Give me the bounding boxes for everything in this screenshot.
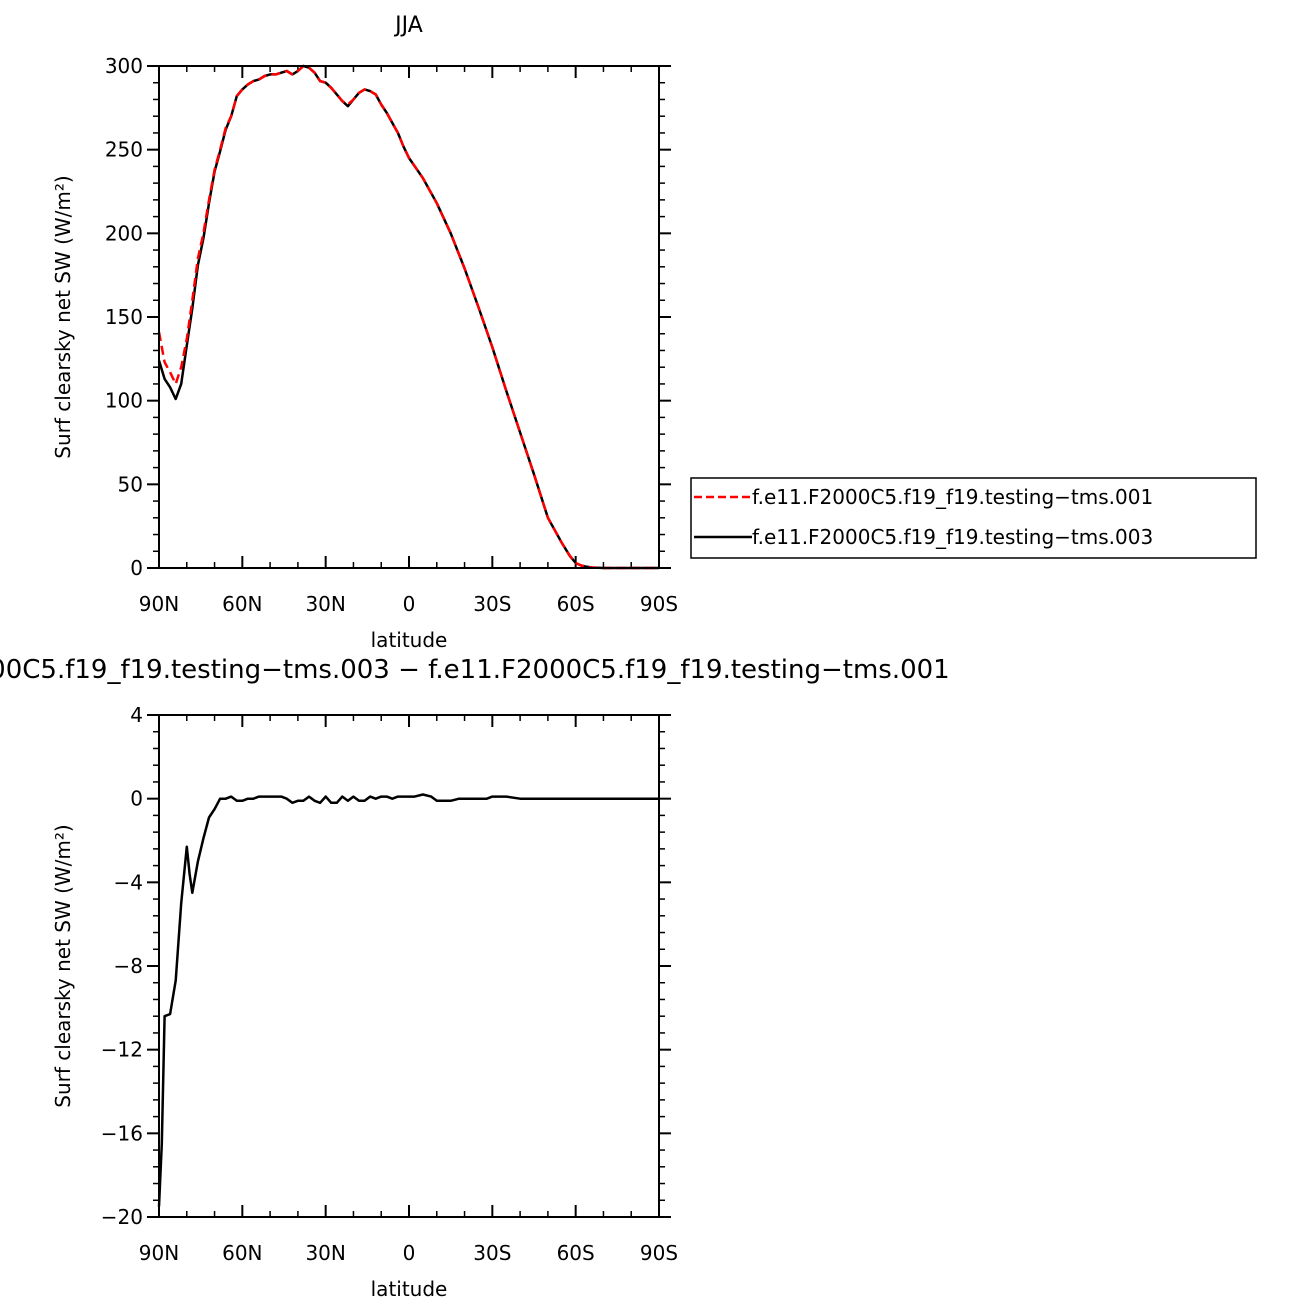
top-chart-x-tick-label: 30N xyxy=(305,592,345,616)
top-chart-plot-frame xyxy=(158,65,660,569)
top-chart-y-tick-label: 300 xyxy=(105,54,143,78)
top-chart-series-line-1 xyxy=(157,64,659,570)
legend-label-series-2: f.e11.F2000C5.f19_f19.testing−tms.003 xyxy=(752,525,1153,549)
bottom-chart-x-tick-label: 90N xyxy=(139,1241,179,1265)
top-chart: JJA Surf clearsky net SW (W/m²) latitude… xyxy=(51,13,1257,652)
top-chart-x-tick-label: 60S xyxy=(557,592,595,616)
top-chart-y-tick-label: 150 xyxy=(105,305,143,329)
bottom-chart-y-tick-label: −20 xyxy=(101,1205,143,1229)
bottom-chart-x-tick-label: 60N xyxy=(222,1241,262,1265)
legend-label-series-1: f.e11.F2000C5.f19_f19.testing−tms.001 xyxy=(752,485,1153,509)
bottom-chart: f.e11.F2000C5.f19_f19.testing−tms.003 − … xyxy=(0,655,950,1301)
top-chart-x-tick-label: 90S xyxy=(640,592,678,616)
bottom-chart-x-tick-label: 60S xyxy=(557,1241,595,1265)
bottom-chart-y-axis-label: Surf clearsky net SW (W/m²) xyxy=(51,824,75,1107)
bottom-chart-series xyxy=(157,793,659,1207)
top-chart-series-line-2 xyxy=(157,64,659,570)
bottom-chart-x-tick-label: 0 xyxy=(403,1241,416,1265)
top-chart-y-tick-label: 50 xyxy=(118,472,143,496)
bottom-chart-ticks: 90N 60N 30N 0 30S 60S 90S −20 −16 −12 −8 −4 0 4 xyxy=(101,703,678,1265)
bottom-chart-y-tick-label: 4 xyxy=(130,703,143,727)
bottom-chart-x-axis-label: latitude xyxy=(371,1277,448,1301)
top-chart-y-tick-label: 200 xyxy=(105,221,143,245)
top-chart-x-tick-label: 0 xyxy=(403,592,416,616)
top-chart-series xyxy=(157,64,659,570)
bottom-chart-plot-frame xyxy=(158,714,660,1218)
top-chart-y-axis-label: Surf clearsky net SW (W/m²) xyxy=(51,175,75,458)
top-chart-y-tick-label: 250 xyxy=(105,138,143,162)
bottom-chart-x-tick-label: 30S xyxy=(473,1241,511,1265)
bottom-chart-y-tick-label: −8 xyxy=(114,954,143,978)
bottom-chart-series-line-1 xyxy=(157,793,659,1207)
top-chart-x-tick-label: 30S xyxy=(473,592,511,616)
bottom-chart-x-tick-label: 90S xyxy=(640,1241,678,1265)
top-chart-legend: f.e11.F2000C5.f19_f19.testing−tms.001 f.… xyxy=(690,477,1257,559)
bottom-chart-title: f.e11.F2000C5.f19_f19.testing−tms.003 − … xyxy=(0,655,950,685)
bottom-chart-y-tick-label: −4 xyxy=(114,870,143,894)
legend-box xyxy=(690,477,1257,559)
top-chart-ticks: 90N 60N 30N 0 30S 60S 90S 0 50 100 150 200 250 300 xyxy=(105,54,678,616)
bottom-chart-y-tick-label: 0 xyxy=(130,787,143,811)
top-chart-x-axis-label: latitude xyxy=(371,628,448,652)
bottom-chart-y-tick-label: −16 xyxy=(101,1121,143,1145)
top-chart-y-tick-label: 100 xyxy=(105,389,143,413)
bottom-chart-y-tick-label: −12 xyxy=(101,1038,143,1062)
top-chart-title: JJA xyxy=(393,13,423,38)
top-chart-x-tick-label: 90N xyxy=(139,592,179,616)
top-chart-y-tick-label: 0 xyxy=(130,556,143,580)
top-chart-x-tick-label: 60N xyxy=(222,592,262,616)
bottom-chart-x-tick-label: 30N xyxy=(305,1241,345,1265)
